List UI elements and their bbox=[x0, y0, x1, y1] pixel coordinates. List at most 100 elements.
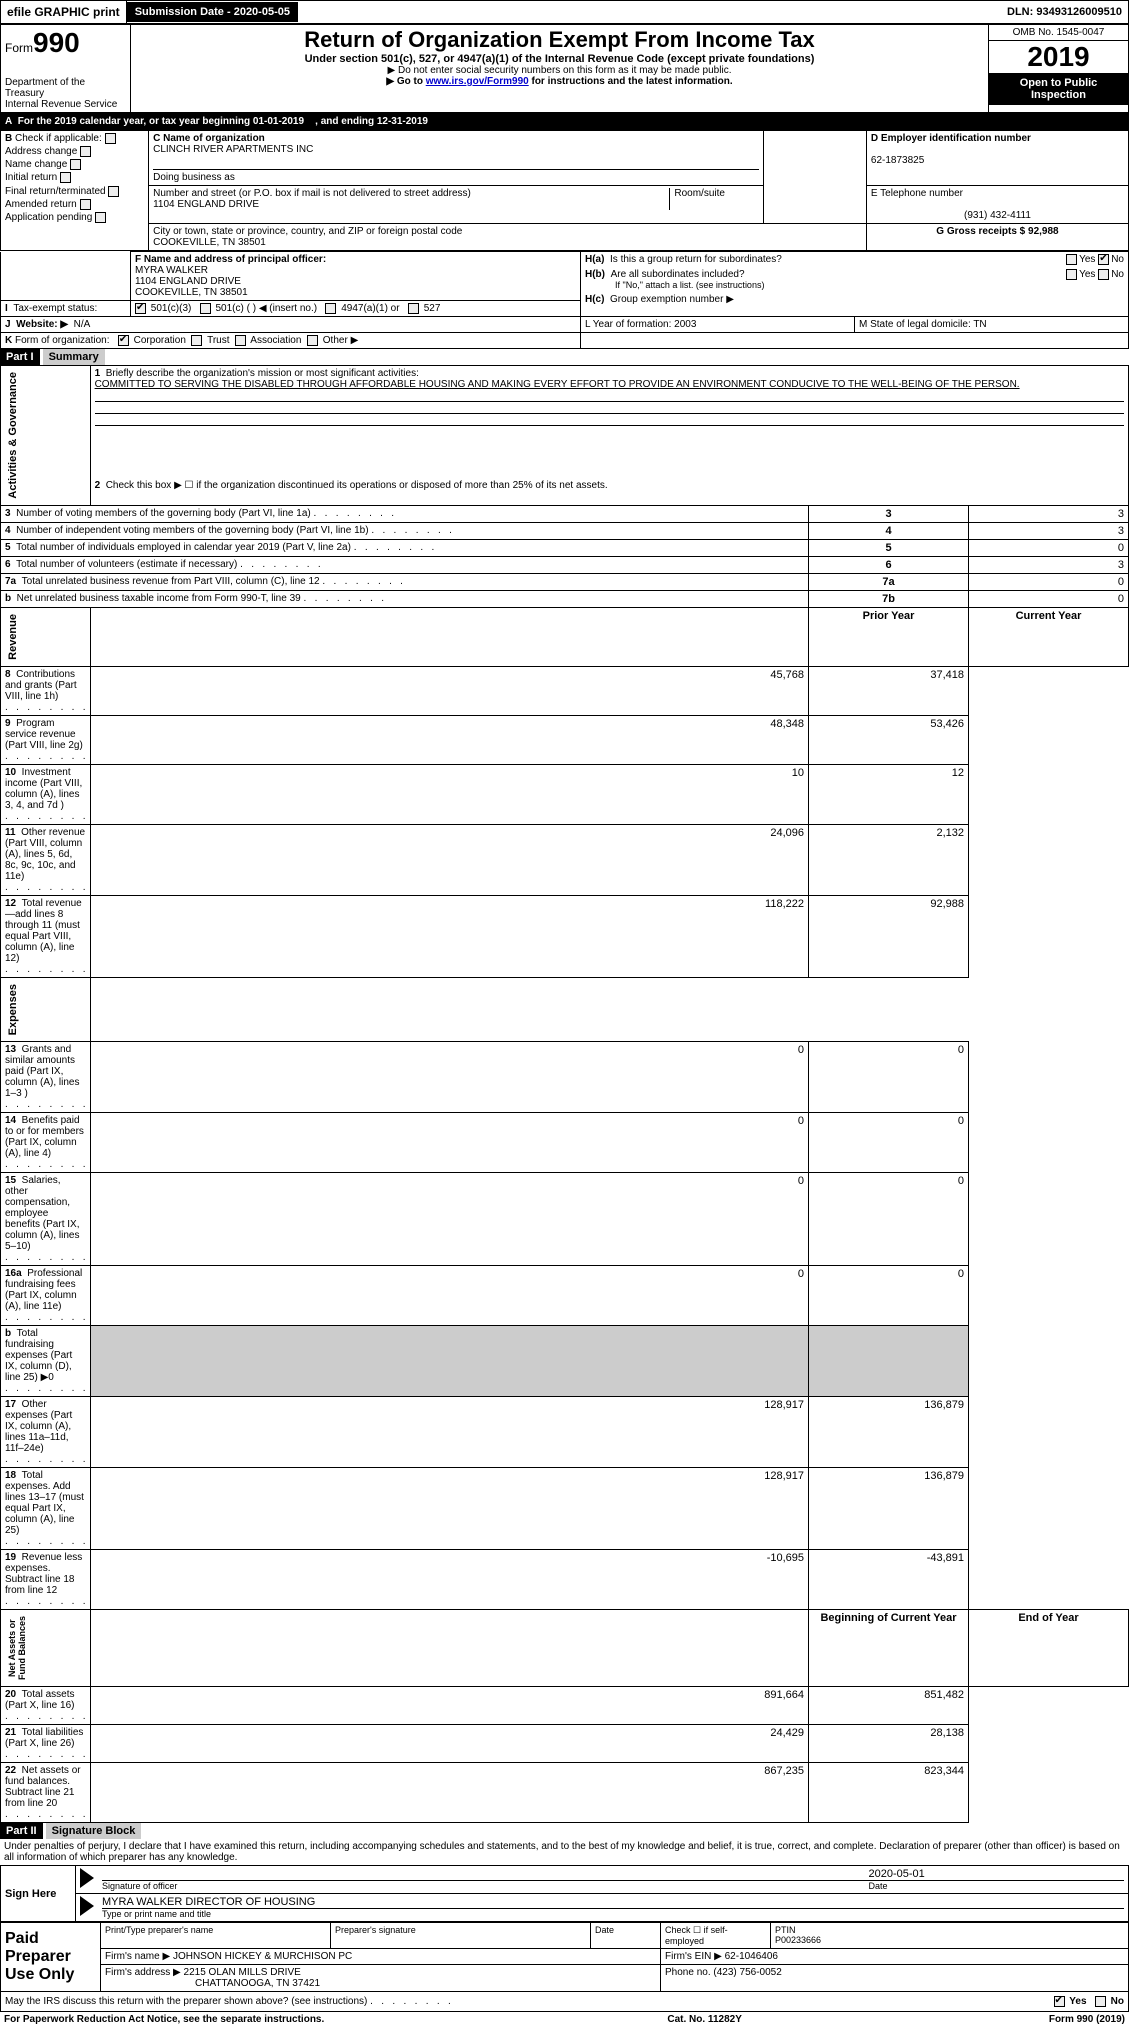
end-year-hdr: End of Year bbox=[969, 1610, 1129, 1687]
sign-here: Sign Here bbox=[1, 1866, 76, 1922]
ein-label: D Employer identification number bbox=[871, 133, 1031, 144]
exp-label: Expenses bbox=[5, 980, 21, 1039]
hb-label: Are all subordinates included? bbox=[611, 269, 745, 280]
table-row: 14 Benefits paid to or for members (Part… bbox=[1, 1113, 1129, 1173]
discuss-no[interactable] bbox=[1095, 1996, 1106, 2007]
gross-receipts: G Gross receipts $ 92,988 bbox=[866, 224, 1128, 251]
table-row: 5 Total number of individuals employed i… bbox=[1, 539, 1129, 556]
na-label: Net Assets orFund Balances bbox=[5, 1612, 29, 1684]
k-corp[interactable] bbox=[118, 335, 129, 346]
firm-addr2: CHATTANOOGA, TN 37421 bbox=[195, 1978, 320, 1989]
b-option[interactable]: Name change bbox=[5, 159, 144, 170]
k-assoc[interactable] bbox=[235, 335, 246, 346]
part2-header: Part II Signature Block bbox=[0, 1823, 1129, 1839]
form-word: Form bbox=[5, 41, 33, 55]
sign-arrow-icon bbox=[80, 1868, 94, 1888]
table-row: 11 Other revenue (Part VIII, column (A),… bbox=[1, 824, 1129, 895]
tax-status-label: Tax-exempt status: bbox=[13, 303, 97, 314]
sign-block: Sign Here 2020-05-01 Signature of office… bbox=[0, 1865, 1129, 1922]
firm-addr-label: Firm's address ▶ bbox=[105, 1967, 181, 1978]
ha-no[interactable] bbox=[1098, 254, 1109, 265]
b-option[interactable]: Address change bbox=[5, 146, 144, 157]
discuss-yes[interactable] bbox=[1054, 1996, 1065, 2007]
firm-label: Firm's name ▶ bbox=[105, 1951, 170, 1962]
b-option[interactable]: Amended return bbox=[5, 199, 144, 210]
i-501c[interactable] bbox=[200, 303, 211, 314]
type-name-label: Type or print name and title bbox=[102, 1909, 1124, 1919]
dept-label: Department of the TreasuryInternal Reven… bbox=[5, 77, 126, 110]
org-name: CLINCH RIVER APARTMENTS INC bbox=[153, 144, 313, 155]
table-row: 16a Professional fundraising fees (Part … bbox=[1, 1266, 1129, 1326]
current-year-hdr: Current Year bbox=[969, 607, 1129, 666]
table-row: 21 Total liabilities (Part X, line 26) 2… bbox=[1, 1725, 1129, 1763]
firm-phone: (423) 756-0052 bbox=[713, 1967, 781, 1978]
table-row: 19 Revenue less expenses. Subtract line … bbox=[1, 1550, 1129, 1610]
efile-label: efile GRAPHIC print bbox=[1, 1, 127, 23]
dln-label: DLN: 93493126009510 bbox=[1001, 2, 1128, 22]
entity-block: B Check if applicable: Address change Na… bbox=[0, 130, 1129, 251]
officer-typed: MYRA WALKER DIRECTOR OF HOUSING bbox=[102, 1896, 1124, 1909]
k-trust[interactable] bbox=[191, 335, 202, 346]
omb-number: OMB No. 1545-0047 bbox=[989, 25, 1128, 41]
section-b: B Check if applicable: Address change Na… bbox=[1, 131, 149, 251]
b-option[interactable]: Initial return bbox=[5, 172, 144, 183]
ha-label: Is this a group return for subordinates? bbox=[610, 254, 782, 265]
discuss-row: May the IRS discuss this return with the… bbox=[0, 1992, 1129, 2012]
state-domicile: M State of legal domicile: TN bbox=[855, 317, 1128, 332]
table-row: 22 Net assets or fund balances. Subtract… bbox=[1, 1763, 1129, 1823]
form-footer: Form 990 (2019) bbox=[845, 2014, 1125, 2025]
i-527[interactable] bbox=[408, 303, 419, 314]
sig-date: 2020-05-01 bbox=[869, 1868, 1125, 1881]
part1-table: Activities & Governance 1 Briefly descri… bbox=[0, 365, 1129, 1823]
line2-label: Check this box ▶ ☐ if the organization d… bbox=[106, 480, 608, 491]
rev-label: Revenue bbox=[5, 610, 21, 664]
k-other[interactable] bbox=[307, 335, 318, 346]
room-label: Room/suite bbox=[669, 188, 759, 210]
table-row: 17 Other expenses (Part IX, column (A), … bbox=[1, 1397, 1129, 1468]
ptin-val: P00233666 bbox=[775, 1935, 821, 1945]
submission-date-button[interactable]: Submission Date - 2020-05-05 bbox=[127, 2, 298, 22]
b-option[interactable]: Final return/terminated bbox=[5, 186, 144, 197]
i-4947[interactable] bbox=[325, 303, 336, 314]
table-row: 20 Total assets (Part X, line 16) 891,66… bbox=[1, 1687, 1129, 1725]
paid-preparer: Paid Preparer Use Only bbox=[1, 1923, 101, 1992]
table-row: 12 Total revenue—add lines 8 through 11 … bbox=[1, 895, 1129, 977]
table-row: 7a Total unrelated business revenue from… bbox=[1, 573, 1129, 590]
hb-note: If "No," attach a list. (see instruction… bbox=[615, 280, 1124, 290]
ha-yes[interactable] bbox=[1066, 254, 1077, 265]
city-value: COOKEVILLE, TN 38501 bbox=[153, 237, 266, 248]
table-row: 8 Contributions and grants (Part VIII, l… bbox=[1, 666, 1129, 715]
preparer-block: Paid Preparer Use Only Print/Type prepar… bbox=[0, 1922, 1129, 1992]
top-bar: efile GRAPHIC print Submission Date - 20… bbox=[0, 0, 1129, 24]
firm-ein-label: Firm's EIN ▶ bbox=[665, 1951, 722, 1962]
b-option[interactable]: Application pending bbox=[5, 212, 144, 223]
table-row: 10 Investment income (Part VIII, column … bbox=[1, 764, 1129, 824]
firm-ein: 62-1046406 bbox=[725, 1951, 778, 1962]
dba-label: Doing business as bbox=[153, 169, 759, 183]
prep-date-hdr: Date bbox=[591, 1923, 661, 1949]
table-row: 13 Grants and similar amounts paid (Part… bbox=[1, 1042, 1129, 1113]
officer-addr2: COOKEVILLE, TN 38501 bbox=[135, 287, 248, 298]
street-label: Number and street (or P.O. box if mail i… bbox=[153, 188, 471, 199]
pra-notice: For Paperwork Reduction Act Notice, see … bbox=[4, 2014, 565, 2025]
city-label: City or town, state or province, country… bbox=[153, 226, 462, 237]
ptin-hdr: PTIN bbox=[775, 1925, 796, 1935]
hb-yes[interactable] bbox=[1066, 269, 1077, 280]
street-value: 1104 ENGLAND DRIVE bbox=[153, 199, 259, 210]
irs-link[interactable]: www.irs.gov/Form990 bbox=[426, 76, 529, 87]
phone-label: E Telephone number bbox=[871, 188, 963, 199]
table-row: 18 Total expenses. Add lines 13–17 (must… bbox=[1, 1468, 1129, 1550]
website-label: Website: ▶ bbox=[16, 319, 68, 330]
ag-label: Activities & Governance bbox=[5, 368, 21, 503]
officer-name: MYRA WALKER bbox=[135, 265, 208, 276]
hb-no[interactable] bbox=[1098, 269, 1109, 280]
form-org-label: Form of organization: bbox=[15, 335, 110, 346]
firm-name: JOHNSON HICKEY & MURCHISON PC bbox=[173, 1951, 352, 1962]
officer-addr1: 1104 ENGLAND DRIVE bbox=[135, 276, 241, 287]
section-a: A For the 2019 calendar year, or tax yea… bbox=[0, 113, 1129, 130]
begin-year-hdr: Beginning of Current Year bbox=[809, 1610, 969, 1687]
part1-header: Part I Summary bbox=[0, 349, 1129, 365]
i-501c3[interactable] bbox=[135, 303, 146, 314]
ein-value: 62-1873825 bbox=[871, 155, 924, 166]
date-label: Date bbox=[869, 1881, 1125, 1891]
